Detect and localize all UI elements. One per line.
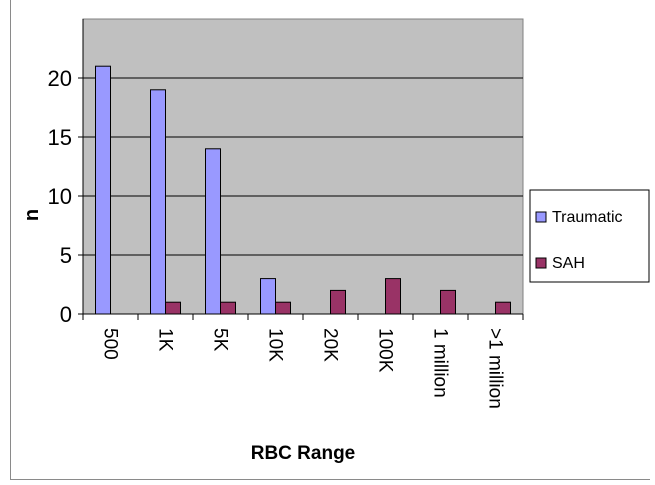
x-tick-label: 5K: [210, 328, 231, 352]
bar-sah: [440, 289, 456, 315]
bar-sah: [495, 301, 511, 315]
y-tick-label: 10: [48, 184, 72, 209]
x-tick-label: 1K: [155, 328, 176, 352]
x-tick-label: 20K: [320, 328, 341, 362]
legend-swatch-sah: [535, 257, 547, 269]
y-axis: 0 5 10 15 20: [48, 19, 84, 327]
y-axis-label: n: [21, 209, 43, 221]
bar-traumatic: [95, 65, 111, 315]
legend-label-traumatic: Traumatic: [552, 209, 623, 226]
plot-area: [82, 18, 524, 315]
bar-traumatic: [260, 278, 276, 315]
x-tick-label: 100K: [375, 328, 396, 373]
bar-sah: [385, 278, 401, 315]
chart-frame: [10, 0, 650, 480]
x-tick-label: 1 million: [430, 328, 451, 398]
legend-label-sah: SAH: [552, 255, 585, 272]
y-tick-label: 5: [60, 243, 72, 268]
legend-swatch-traumatic: [535, 211, 547, 223]
y-tick-label: 0: [60, 302, 72, 327]
x-axis: 500 1K 5K 10K 20K 100K 1 million >1 million: [82, 313, 524, 409]
bars: [95, 65, 511, 315]
y-tick-label: 15: [48, 125, 72, 150]
bar-sah: [330, 289, 346, 315]
bar-traumatic: [150, 89, 166, 315]
x-axis-label: RBC Range: [251, 443, 356, 464]
x-tick-label: 10K: [265, 328, 286, 362]
bar-sah: [275, 301, 291, 315]
legend: Traumatic SAH: [529, 189, 650, 283]
y-tick-label: 20: [48, 66, 72, 91]
bar-sah: [165, 301, 181, 315]
x-tick-label: 500: [100, 328, 121, 360]
bar-traumatic: [205, 148, 221, 315]
bar-sah: [220, 301, 236, 315]
legend-box: [529, 189, 650, 283]
x-tick-label: >1 million: [485, 328, 506, 409]
